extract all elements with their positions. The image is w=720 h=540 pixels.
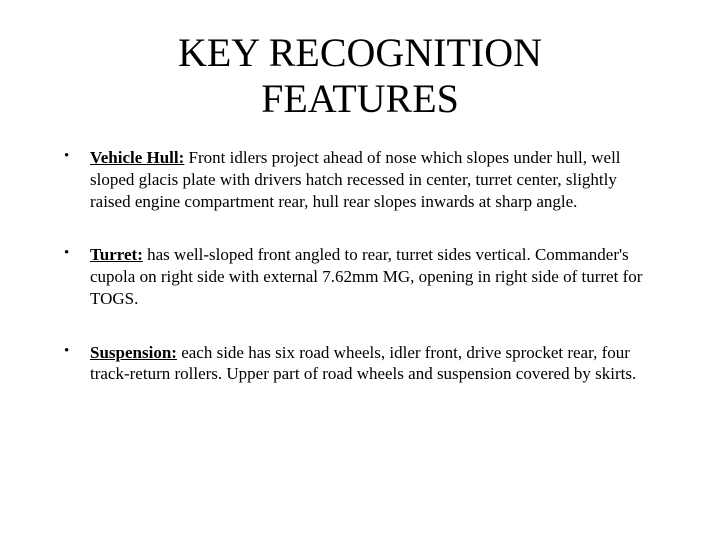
title-line-2: FEATURES [261, 76, 459, 121]
bullet-label: Suspension: [90, 343, 177, 362]
slide-title: KEY RECOGNITION FEATURES [40, 30, 680, 122]
bullet-item: Vehicle Hull: Front idlers project ahead… [60, 147, 660, 212]
bullet-list: Vehicle Hull: Front idlers project ahead… [40, 147, 680, 385]
slide: KEY RECOGNITION FEATURES Vehicle Hull: F… [0, 0, 720, 540]
bullet-item: Turret: has well-sloped front angled to … [60, 244, 660, 309]
bullet-label: Turret: [90, 245, 143, 264]
title-line-1: KEY RECOGNITION [178, 30, 542, 75]
bullet-text: has well-sloped front angled to rear, tu… [90, 245, 642, 308]
bullet-label: Vehicle Hull: [90, 148, 184, 167]
bullet-item: Suspension: each side has six road wheel… [60, 342, 660, 386]
